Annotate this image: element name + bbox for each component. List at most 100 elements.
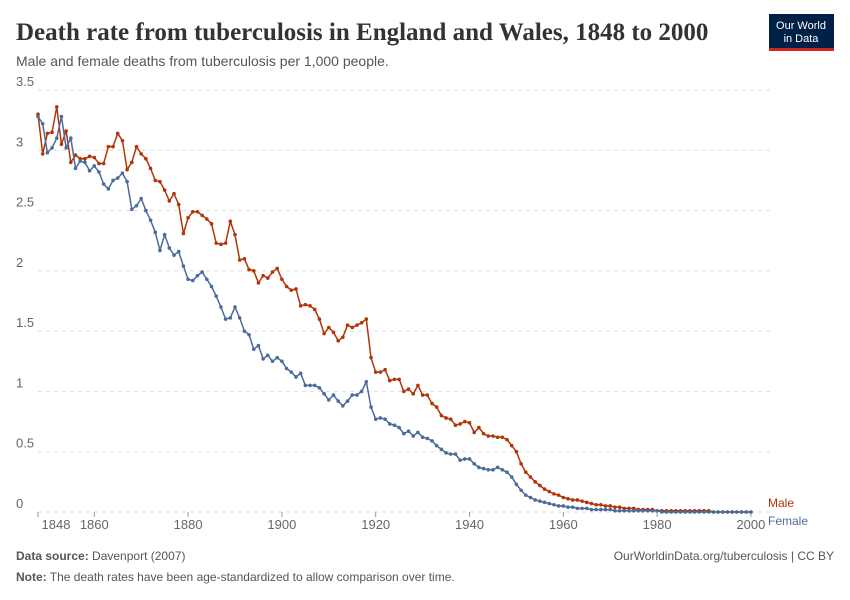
point [289, 370, 294, 374]
point [575, 506, 580, 511]
point [481, 431, 486, 436]
point [303, 383, 308, 388]
point [247, 267, 251, 272]
point [500, 468, 505, 472]
point [420, 435, 425, 440]
point [725, 510, 730, 514]
point [176, 249, 181, 254]
point [251, 269, 256, 273]
point [500, 435, 505, 440]
point [153, 230, 158, 235]
point [533, 498, 537, 502]
point [613, 508, 617, 513]
point [134, 144, 139, 149]
point [251, 347, 256, 352]
point [486, 468, 491, 472]
point [120, 171, 125, 175]
point [45, 150, 50, 155]
point [261, 273, 265, 278]
url[interactable]: OurWorldinData.org/tuberculosis | CC BY [614, 549, 834, 563]
point [148, 218, 153, 223]
point [458, 422, 462, 426]
point [280, 277, 284, 282]
note: Note: The death rates have been age-stan… [16, 570, 455, 584]
point [744, 510, 749, 514]
logo[interactable]: Our World in Data [769, 14, 834, 51]
point [678, 510, 683, 514]
point [402, 389, 406, 394]
point [280, 359, 284, 364]
point [247, 332, 251, 337]
point [491, 468, 495, 472]
point [566, 505, 570, 509]
point [392, 377, 397, 382]
point [378, 416, 383, 420]
point [317, 317, 322, 321]
point [125, 167, 129, 172]
point [355, 393, 359, 397]
point [505, 437, 509, 442]
point [275, 266, 280, 271]
point [463, 457, 467, 461]
point [387, 422, 392, 426]
logo-box [769, 14, 834, 51]
point [425, 393, 430, 397]
point [148, 166, 153, 171]
point [284, 366, 289, 371]
point [308, 383, 312, 388]
point [505, 470, 509, 475]
y-tick-label: 3 [16, 134, 23, 149]
point [64, 129, 68, 133]
point [561, 495, 566, 500]
point [627, 508, 631, 513]
point [200, 270, 204, 274]
point [434, 405, 439, 409]
point [266, 276, 270, 280]
source-text: Davenport (2007) [92, 549, 185, 563]
point [495, 435, 500, 440]
point [73, 166, 78, 171]
point [345, 323, 350, 327]
point [327, 325, 331, 330]
point [514, 482, 519, 487]
point [613, 505, 617, 509]
point [556, 493, 561, 497]
point [158, 179, 162, 184]
point [181, 264, 186, 268]
point [538, 483, 542, 488]
point [73, 153, 78, 157]
point [528, 475, 533, 479]
point [181, 231, 186, 236]
point [158, 248, 162, 253]
x-tick-label: 1880 [174, 517, 203, 532]
point [308, 304, 312, 308]
point [350, 325, 355, 330]
point [54, 136, 59, 141]
note-label: Note: [16, 570, 47, 584]
point [547, 489, 552, 494]
point [294, 287, 298, 291]
series-label[interactable]: Female [768, 514, 808, 528]
series-label[interactable]: Male [768, 496, 794, 510]
point [223, 241, 228, 245]
point [538, 499, 542, 503]
point [688, 510, 692, 514]
point [519, 488, 523, 493]
point [584, 506, 589, 511]
point [430, 401, 434, 406]
point [528, 495, 533, 500]
point [130, 207, 134, 212]
point [322, 392, 326, 396]
point [195, 273, 200, 278]
point [580, 499, 584, 503]
point [303, 302, 308, 307]
point [514, 449, 519, 454]
y-tick-label: 0 [16, 496, 23, 511]
point [580, 506, 584, 511]
point [495, 465, 500, 470]
point [341, 404, 345, 408]
point [660, 510, 664, 514]
point [439, 413, 444, 418]
point [645, 508, 650, 513]
point [336, 399, 340, 403]
